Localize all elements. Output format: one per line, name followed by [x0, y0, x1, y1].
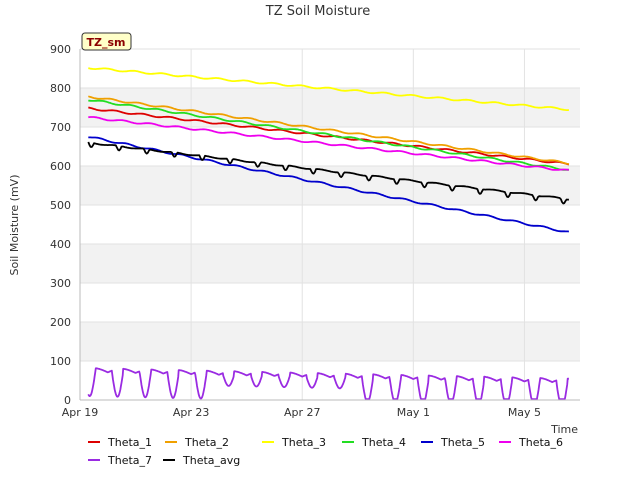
series-line-theta-3: [88, 67, 569, 111]
legend-label-theta-7: Theta_7: [107, 454, 152, 467]
legend: Theta_1 Theta_2 Theta_3 Theta_4 Theta_5 Theta…: [88, 436, 563, 467]
y-tick-label: 500: [50, 199, 71, 212]
legend-label-theta-3: Theta_3: [281, 436, 326, 449]
series-layer: [87, 67, 570, 401]
series-line-theta-7: [87, 367, 570, 401]
legend-label-theta-2: Theta_2: [184, 436, 229, 449]
y-tick-label: 900: [50, 43, 71, 56]
y-tick-label: 600: [50, 160, 71, 173]
series-line-theta-5: [88, 136, 569, 233]
y-tick-label: 400: [50, 238, 71, 251]
y-axis-title: Soil Moisture (mV): [8, 175, 21, 276]
legend-label-theta-6: Theta_6: [518, 436, 563, 449]
legend-label-theta-1: Theta_1: [107, 436, 152, 449]
x-tick-label: May 5: [508, 406, 541, 419]
legend-label-theta-avg: Theta_avg: [182, 454, 240, 467]
x-tick-label: May 1: [397, 406, 430, 419]
badge-box: [81, 32, 132, 51]
grid-band: [80, 322, 580, 361]
series-line-theta-avg: [87, 141, 569, 205]
x-tick-label: Apr 27: [284, 406, 321, 419]
series-line-theta-1: [88, 106, 570, 166]
y-tick-label: 300: [50, 277, 71, 290]
badge-label: TZ_sm: [87, 36, 126, 49]
y-tick-label: 200: [50, 316, 71, 329]
series-line-theta-6: [88, 116, 570, 171]
y-tick-label: 800: [50, 82, 71, 95]
series-line-theta-4: [88, 99, 569, 171]
y-tick-label: 100: [50, 355, 71, 368]
x-axis-title: Time: [550, 423, 578, 436]
chart-title: TZ Soil Moisture: [265, 4, 371, 19]
x-tick-label: Apr 19: [62, 406, 99, 419]
series-line-theta-2: [88, 95, 570, 165]
y-tick-label: 0: [64, 394, 71, 407]
plot-area: [80, 49, 580, 400]
badge: TZ_sm: [81, 32, 132, 51]
legend-label-theta-4: Theta_4: [361, 436, 406, 449]
legend-label-theta-5: Theta_5: [440, 436, 485, 449]
axes: 0 100 200 300 400 500 600 700 800 900 Apr 19 Apr 23…: [50, 43, 580, 419]
grid-band: [80, 88, 580, 127]
y-tick-label: 700: [50, 121, 71, 134]
grid-band: [80, 244, 580, 283]
x-tick-label: Apr 23: [173, 406, 210, 419]
